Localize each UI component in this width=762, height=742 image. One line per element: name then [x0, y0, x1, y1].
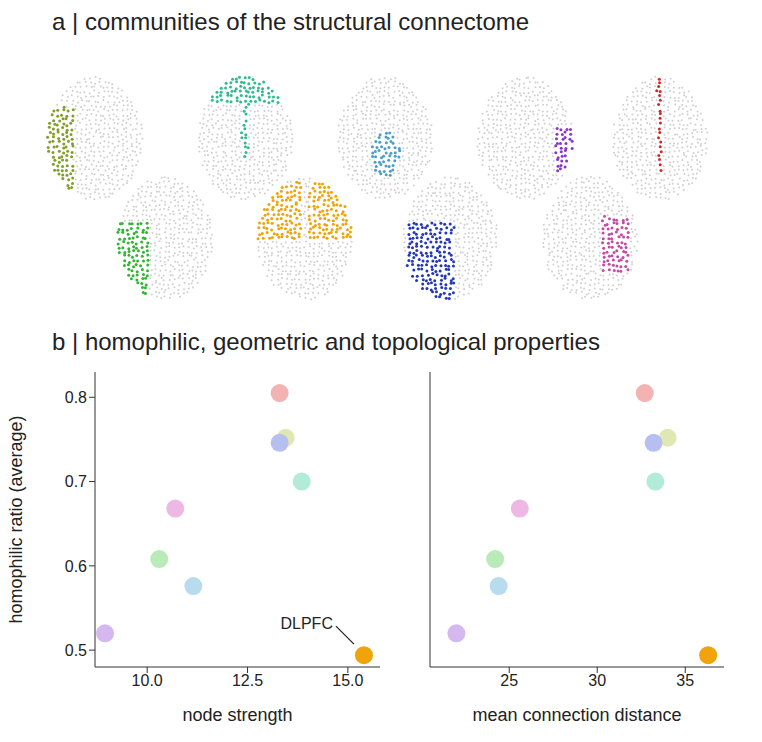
svg-text:15.0: 15.0	[332, 672, 363, 689]
svg-text:35: 35	[676, 672, 694, 689]
svg-text:25: 25	[500, 672, 518, 689]
svg-text:homophilic ratio (average): homophilic ratio (average)	[6, 415, 26, 623]
svg-text:0.6: 0.6	[65, 558, 87, 575]
html-text:b | homophilic, geometric and: b | homophilic, geometric and topologica…	[52, 328, 600, 355]
svg-text:node strength: node strength	[182, 705, 292, 725]
svg-text:10.0: 10.0	[132, 672, 163, 689]
svg-text:0.7: 0.7	[65, 473, 87, 490]
html-text:a | communities of the structu: a | communities of the structural connec…	[52, 8, 530, 35]
svg-text:mean connection distance: mean connection distance	[472, 705, 681, 725]
svg-text:12.5: 12.5	[232, 672, 263, 689]
svg-text:30: 30	[588, 672, 606, 689]
svg-text:DLPFC: DLPFC	[280, 615, 332, 632]
svg-text:0.8: 0.8	[65, 389, 87, 406]
svg-text:0.5: 0.5	[65, 642, 87, 659]
